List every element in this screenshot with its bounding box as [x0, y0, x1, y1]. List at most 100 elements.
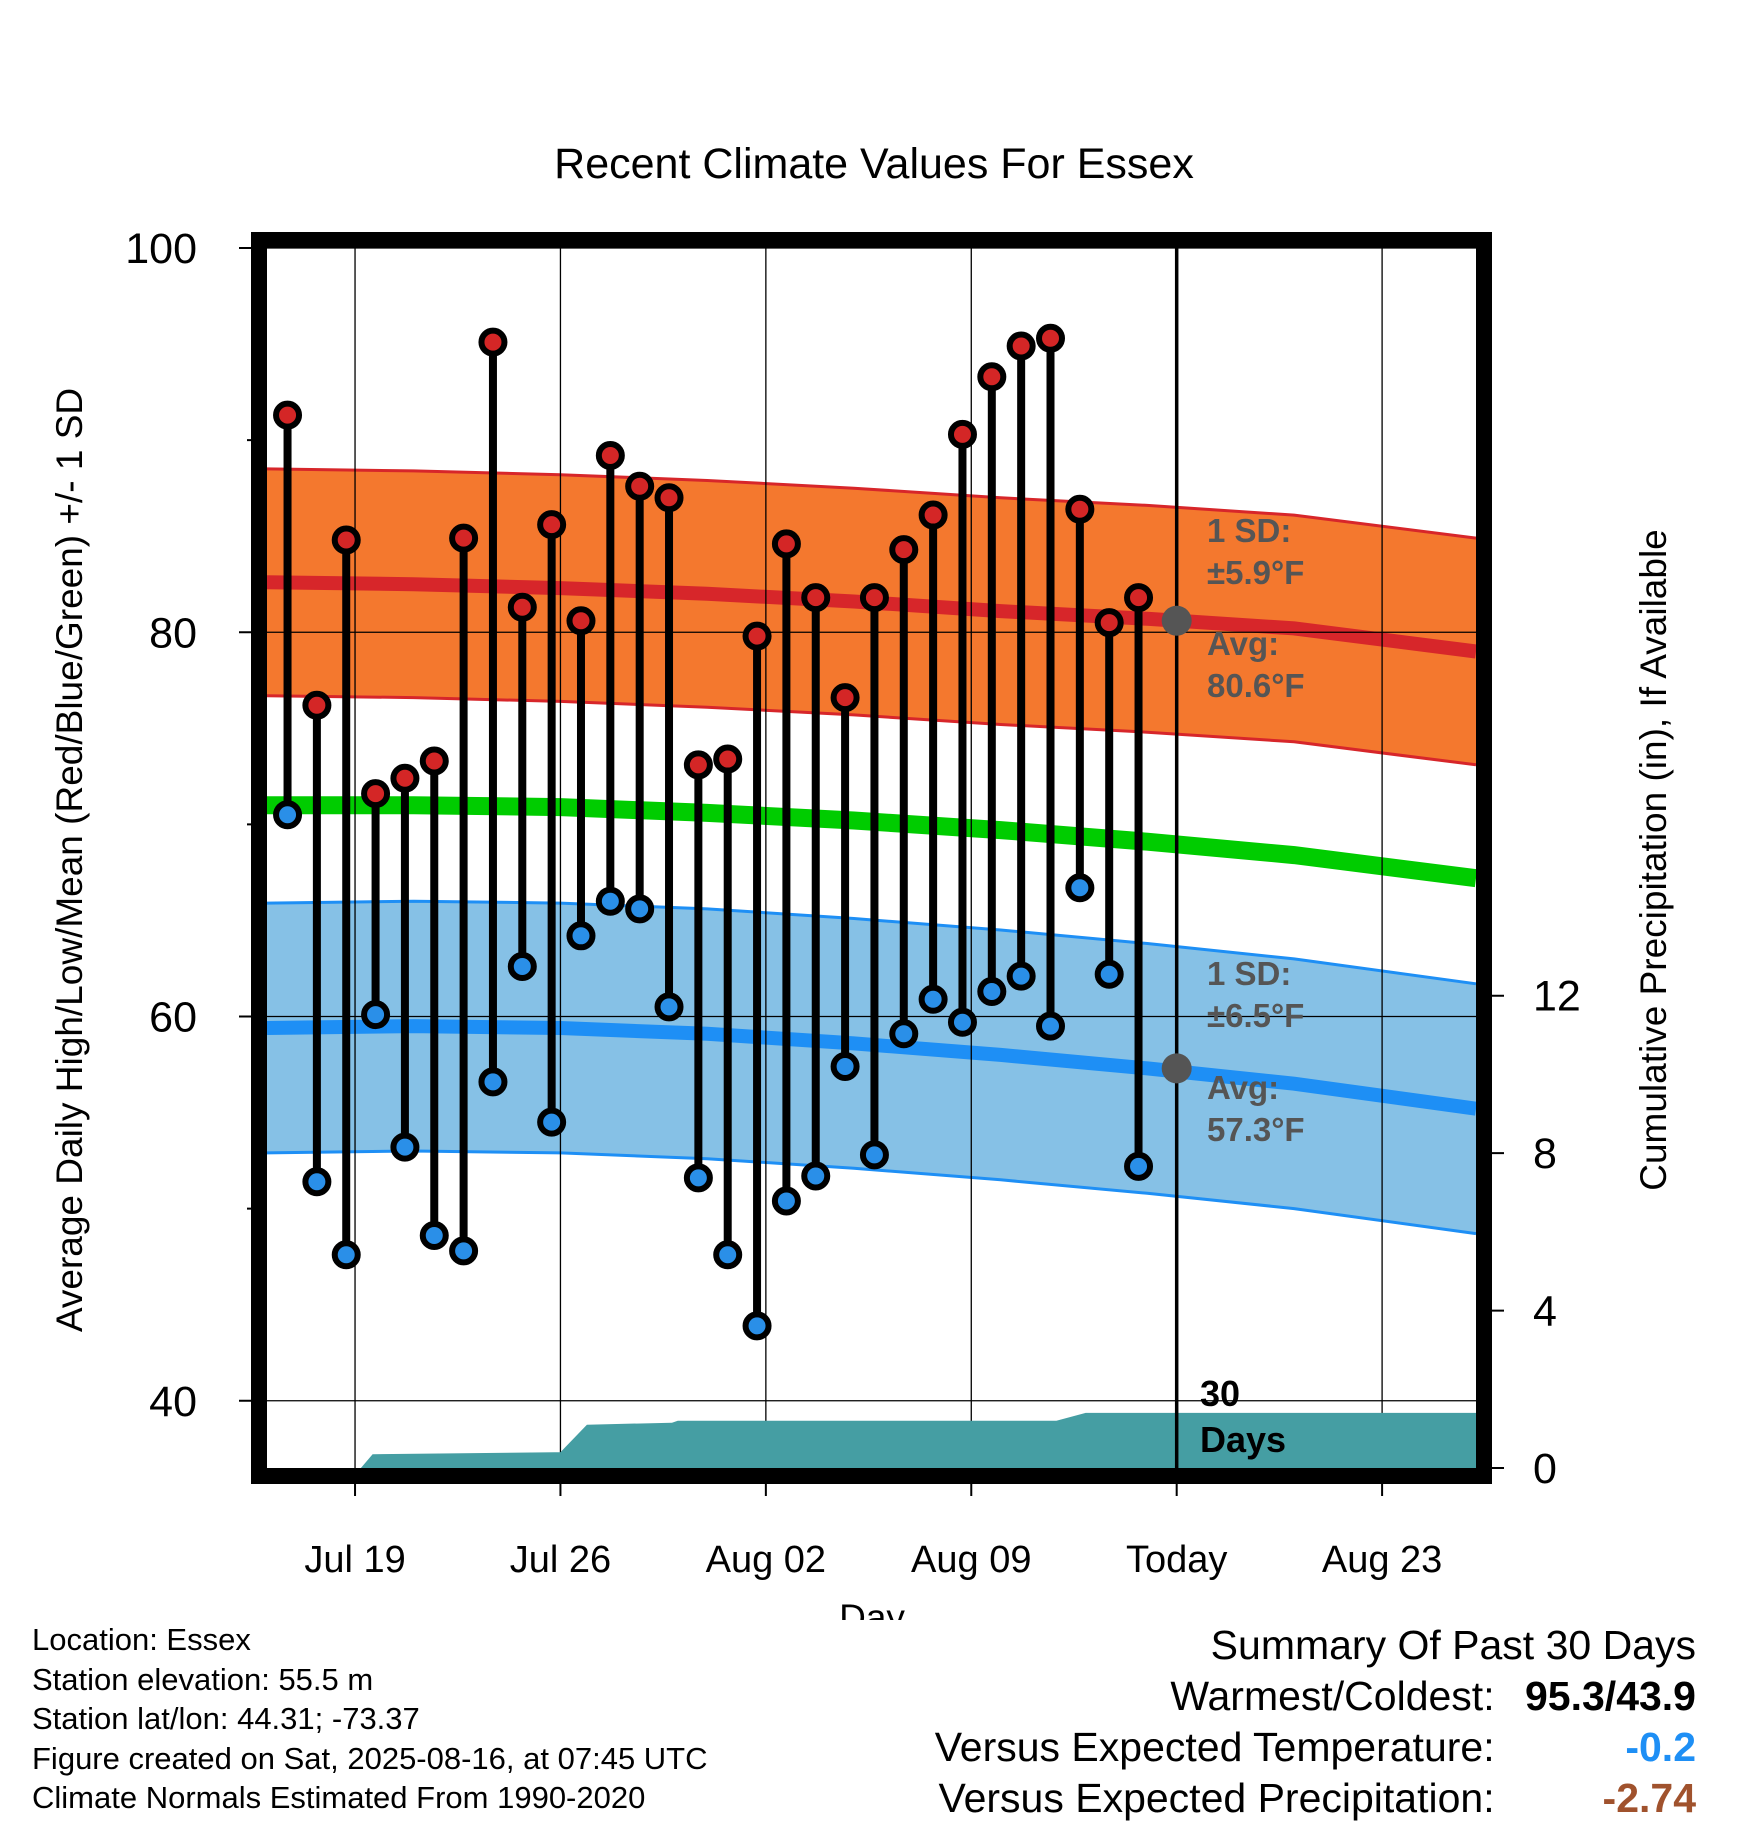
- daily-high-point: [713, 744, 743, 774]
- x-axis-label: Day: [839, 1597, 905, 1620]
- daily-high-point: [1124, 583, 1154, 613]
- y2-tick-label: 12: [1533, 973, 1581, 1021]
- right-axis-ticks: 0 4 8 12: [1484, 973, 1581, 1493]
- daily-low-point: [771, 1186, 801, 1216]
- y-axis-label: Average Daily High/Low/Mean (Red/Blue/Gr…: [49, 388, 90, 1332]
- daily-high-point: [1094, 608, 1124, 638]
- precip-area: [267, 1412, 1476, 1468]
- summary-temp: Versus Expected Temperature: -0.2: [935, 1722, 1696, 1773]
- daily-high-point: [273, 400, 303, 430]
- daily-low-point: [918, 984, 948, 1014]
- y-tick-label: 60: [149, 994, 197, 1042]
- daily-high-point: [918, 500, 948, 530]
- y2-tick-label: 8: [1533, 1130, 1557, 1178]
- left-axis-ticks: 40 60 80 100: [125, 225, 259, 1426]
- daily-low-point: [507, 952, 537, 982]
- latlon-text: Station lat/lon: 44.31; -73.37: [32, 1701, 420, 1736]
- temp-value: -0.2: [1625, 1724, 1696, 1770]
- low-sd-label: 1 SD:: [1207, 955, 1291, 992]
- daily-high-point: [566, 606, 596, 636]
- y2-axis-label: Cumulative Precipitation (in), If Availa…: [1633, 529, 1674, 1191]
- plot-frame: [251, 232, 1492, 1484]
- normals-text: Climate Normals Estimated From 1990-2020: [32, 1780, 646, 1815]
- daily-low-point: [801, 1161, 831, 1191]
- daily-low-point: [1036, 1011, 1066, 1041]
- daily-low-point: [859, 1140, 889, 1170]
- daily-low-point: [595, 886, 625, 916]
- precip-label: Versus Expected Precipitation:: [938, 1775, 1495, 1821]
- warm-cold-label: Warmest/Coldest:: [1170, 1673, 1495, 1719]
- daily-high-point: [507, 592, 537, 622]
- location-text: Location: Essex: [32, 1622, 251, 1657]
- daily-high-point: [830, 683, 860, 713]
- daily-high-point: [977, 362, 1007, 392]
- daily-high-point: [889, 535, 919, 565]
- daily-low-point: [830, 1051, 860, 1081]
- daily-high-point: [449, 523, 479, 553]
- days-count-word: Days: [1200, 1419, 1286, 1460]
- low-sd-value: ±6.5°F: [1207, 997, 1304, 1034]
- summary-panel: Summary Of Past 30 Days Warmest/Coldest:…: [935, 1620, 1696, 1824]
- x-tick-label: Jul 19: [304, 1539, 405, 1581]
- daily-low-point: [390, 1132, 420, 1162]
- daily-high-point: [1036, 323, 1066, 353]
- daily-high-point: [302, 690, 332, 720]
- daily-range-series: [273, 323, 1154, 1341]
- daily-high-point: [537, 510, 567, 540]
- temp-label: Versus Expected Temperature:: [934, 1724, 1495, 1770]
- x-tick-label: Aug 02: [706, 1539, 826, 1581]
- daily-low-point: [478, 1067, 508, 1097]
- high-avg-value: 80.6°F: [1207, 667, 1305, 704]
- daily-low-point: [683, 1163, 713, 1193]
- precipitation-area: [267, 1412, 1476, 1468]
- daily-low-point: [1124, 1151, 1154, 1181]
- chart-title: Recent Climate Values For Essex: [554, 140, 1194, 188]
- precip-value: -2.74: [1602, 1775, 1696, 1821]
- summary-title: Summary Of Past 30 Days: [1210, 1622, 1696, 1668]
- daily-low-point: [273, 800, 303, 830]
- daily-low-point: [331, 1240, 361, 1270]
- daily-high-point: [1006, 331, 1036, 361]
- high-sd-upper-edge: [266, 467, 1477, 540]
- daily-high-point: [390, 763, 420, 793]
- daily-low-point: [713, 1240, 743, 1270]
- daily-high-point: [654, 483, 684, 513]
- created-text: Figure created on Sat, 2025-08-16, at 07…: [32, 1740, 708, 1776]
- daily-high-point: [478, 327, 508, 357]
- days-count-number: 30: [1200, 1373, 1240, 1414]
- y-tick-label: 80: [149, 609, 197, 657]
- summary-warm-cold: Warmest/Coldest: 95.3/43.9: [935, 1671, 1696, 1722]
- daily-high-point: [801, 583, 831, 613]
- daily-high-point: [331, 525, 361, 555]
- high-avg-marker: [1161, 605, 1192, 636]
- normal-annotations: 1 SD: ±5.9°F Avg: 80.6°F 1 SD: ±6.5°F Av…: [1161, 512, 1305, 1460]
- elevation-text: Station elevation: 55.5 m: [32, 1661, 374, 1697]
- x-tick-label: Aug 09: [911, 1539, 1031, 1581]
- summary-precip: Versus Expected Precipitation: -2.74: [935, 1773, 1697, 1824]
- high-avg-label: Avg:: [1207, 625, 1279, 662]
- daily-high-point: [1065, 494, 1095, 524]
- plot-border: [251, 232, 1492, 1484]
- daily-low-point: [977, 977, 1007, 1007]
- low-avg-value: 57.3°F: [1207, 1111, 1305, 1148]
- daily-high-point: [419, 746, 449, 776]
- high-sd-label: 1 SD:: [1207, 512, 1291, 549]
- low-avg-marker: [1161, 1053, 1192, 1084]
- daily-low-point: [419, 1221, 449, 1251]
- y-tick-label: 100: [125, 225, 197, 273]
- warm-cold-value: 95.3/43.9: [1525, 1673, 1696, 1719]
- daily-low-point: [1094, 959, 1124, 989]
- x-tick-label: Aug 23: [1322, 1539, 1442, 1581]
- daily-low-point: [625, 894, 655, 924]
- daily-low-point: [361, 1000, 391, 1030]
- daily-low-point: [449, 1236, 479, 1266]
- x-tick-label: Today: [1126, 1539, 1227, 1581]
- daily-high-point: [595, 440, 625, 470]
- daily-high-point: [859, 583, 889, 613]
- daily-low-point: [566, 921, 596, 951]
- daily-high-point: [625, 471, 655, 501]
- daily-low-point: [889, 1019, 919, 1049]
- daily-low-point: [302, 1167, 332, 1197]
- daily-low-point: [947, 1007, 977, 1037]
- daily-high-point: [742, 621, 772, 651]
